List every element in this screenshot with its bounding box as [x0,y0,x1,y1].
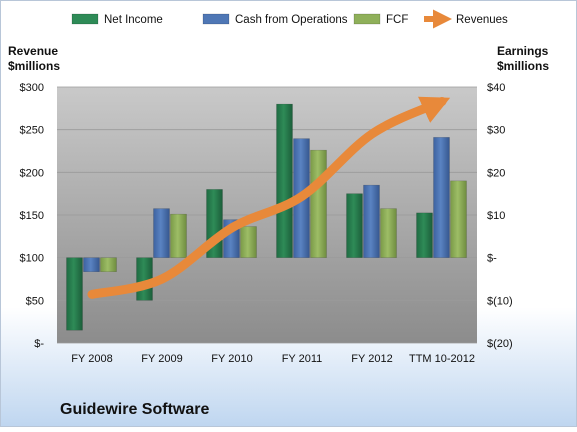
right-tick-label: $10 [487,210,505,222]
right-tick-label: $30 [487,125,505,137]
x-tick-label: FY 2008 [71,353,112,365]
legend-swatch-fcf [354,14,380,24]
left-axis-label-line2: $millions [8,59,60,73]
x-tick-label: TTM 10-2012 [409,353,475,365]
x-tick-label: FY 2011 [282,353,323,365]
legend-label: FCF [386,14,408,26]
legend-label: Revenues [456,14,508,26]
right-tick-label: $40 [487,82,505,94]
left-tick-label: $200 [20,167,44,179]
bar-net-income [67,258,83,331]
legend-swatch-cash-from-operations [203,14,229,24]
right-tick-label: $(10) [487,295,513,307]
right-tick-label: $20 [487,167,505,179]
bar-net-income [417,213,433,258]
right-axis-label-line2: $millions [497,59,549,73]
left-tick-label: $50 [26,295,44,307]
left-tick-label: $100 [20,253,44,265]
x-tick-label: FY 2010 [211,353,252,365]
bar-cash-from-operations [84,258,100,272]
left-tick-label: $300 [20,82,44,94]
legend-swatch-net-income [72,14,98,24]
bar-fcf [381,209,397,258]
left-axis-label-line1: Revenue [8,44,58,58]
left-tick-label: $- [34,338,44,350]
bar-fcf [241,227,257,258]
right-tick-label: $- [487,253,497,265]
bar-fcf [451,181,467,258]
bar-net-income [347,194,363,258]
bar-fcf [101,258,117,272]
x-tick-label: FY 2012 [351,353,392,365]
company-name: Guidewire Software [60,401,209,418]
x-tick-label: FY 2009 [141,353,182,365]
right-tick-label: $(20) [487,338,513,350]
bar-cash-from-operations [364,185,380,258]
legend-label: Cash from Operations [235,14,348,26]
bar-cash-from-operations [154,209,170,258]
left-tick-label: $150 [20,210,44,222]
bar-net-income [277,104,293,258]
left-tick-label: $250 [20,125,44,137]
bar-fcf [171,214,187,258]
right-axis-label-line1: Earnings [497,44,549,58]
bar-fcf [311,150,327,258]
legend-label: Net Income [104,14,163,26]
bar-cash-from-operations [434,137,450,257]
